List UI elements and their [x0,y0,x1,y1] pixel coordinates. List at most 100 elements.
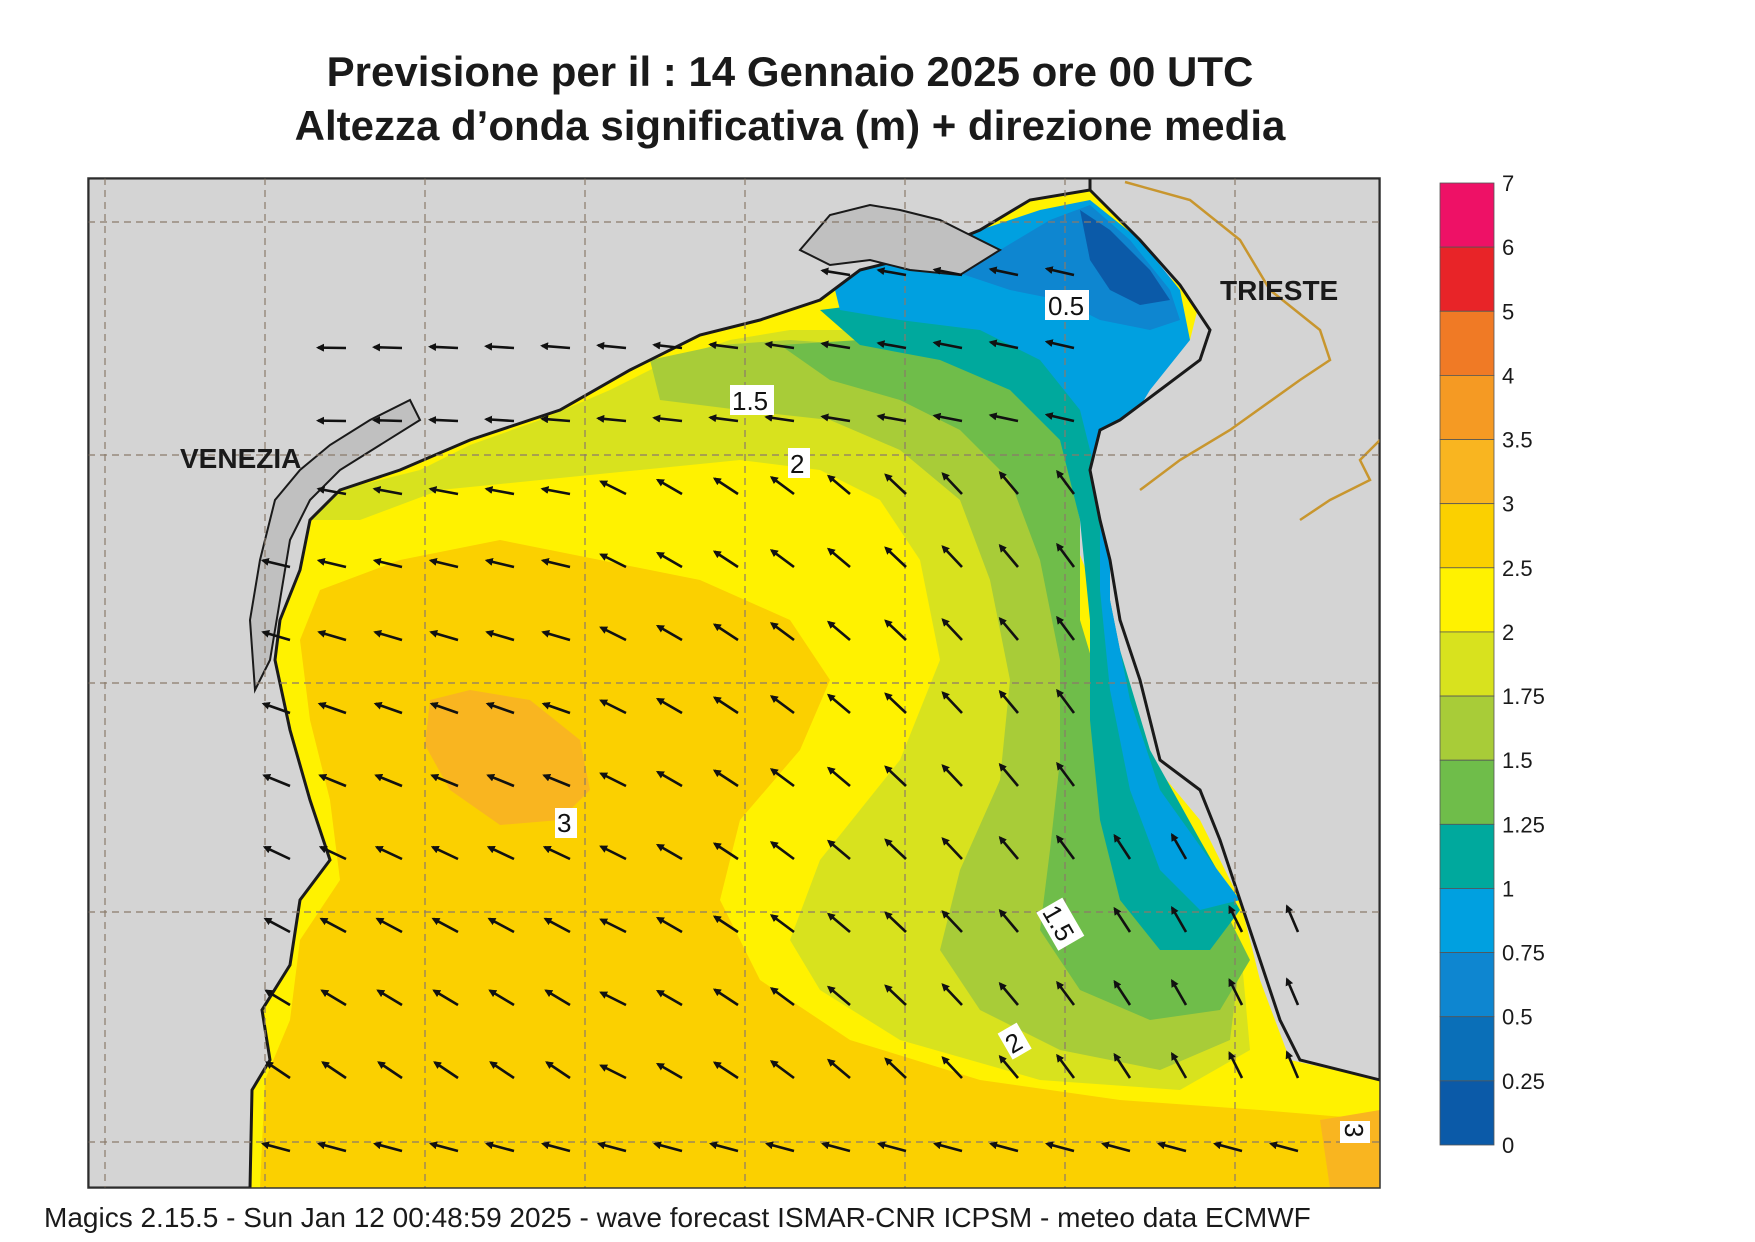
direction-arrow [541,629,571,642]
city-label-venezia: VENEZIA [180,443,301,474]
legend-swatch [1439,759,1495,825]
direction-arrow [1228,978,1244,1006]
legend-swatch [1439,823,1495,889]
direction-arrow [1044,412,1075,423]
direction-arrow [769,476,795,496]
direction-arrow [652,414,683,423]
direction-arrow [932,412,963,423]
legend-tick-label: 0.25 [1502,1069,1545,1094]
direction-arrow [769,549,795,569]
direction-arrow [821,1141,851,1153]
direction-arrow [1170,1051,1188,1079]
direction-arrow [484,415,515,424]
direction-arrow [1269,1141,1299,1153]
legend-tick-label: 6 [1502,235,1514,260]
direction-arrow [375,917,403,934]
direction-arrow [319,917,347,934]
direction-arrow [1044,339,1075,350]
direction-arrow [764,413,795,423]
map-frame [87,177,1381,1189]
direction-arrow [1056,469,1076,495]
direction-arrow [876,340,907,350]
direction-arrow [432,989,459,1007]
legend-swatch [1439,631,1495,697]
direction-arrow [316,557,347,569]
direction-arrow [484,486,515,496]
direction-arrow [877,1141,907,1153]
direction-arrow [712,550,739,569]
legend-swatch [1439,374,1495,440]
direction-arrow [318,773,347,788]
direction-arrow [932,266,963,277]
direction-arrow [1056,688,1076,714]
direction-arrow [1044,266,1075,277]
direction-arrow [540,557,571,569]
direction-arrow [599,991,627,1007]
contour-labels: 0.5 1.5 2 3 1.5 2 3 [555,290,1370,1143]
legend-swatch [1439,182,1495,248]
direction-arrow [428,557,459,569]
direction-arrow [260,557,291,569]
legend-swatch [1439,310,1495,376]
direction-arrow [712,915,739,934]
direction-arrow [261,629,291,642]
direction-arrow [988,266,1019,277]
direction-arrow [317,629,347,642]
direction-arrow [884,765,907,787]
direction-arrow [542,773,571,788]
direction-arrow [429,1141,459,1153]
direction-arrow [1056,542,1076,568]
direction-arrow [876,413,907,423]
direction-arrow [373,701,403,715]
direction-arrow [541,701,571,715]
contour-label-1p5: 1.5 [732,386,768,416]
lagoon-venice [248,398,422,694]
forecast-title: Previsione per il : 14 Gennaio 2025 ore … [326,48,1254,95]
direction-arrow [486,845,515,861]
direction-arrow [1170,905,1188,933]
direction-arrow [373,1141,403,1153]
direction-arrow [541,1141,571,1153]
direction-arrow [988,339,1019,350]
direction-arrow [596,414,627,423]
direction-arrow [712,842,739,861]
direction-arrow [827,912,851,933]
direction-arrow [428,342,459,351]
direction-arrow [941,983,963,1006]
direction-arrow [708,341,739,350]
direction-arrow [431,917,459,934]
legend-tick-label: 7 [1502,171,1514,196]
legend-tick-label: 3 [1502,492,1514,517]
direction-arrow [1285,977,1300,1006]
direction-arrow [599,845,627,861]
direction-arrow [1213,1141,1243,1153]
direction-arrow [428,415,459,424]
direction-arrow [320,989,347,1007]
direction-arrow [998,543,1019,568]
direction-arrow [998,762,1019,787]
direction-arrow [769,768,795,788]
direction-arrow [263,917,291,934]
direction-arrow [1113,979,1132,1006]
direction-arrow [941,764,963,787]
direction-arrow [655,916,683,934]
legend-tick-label: 5 [1502,299,1514,324]
direction-arrow [377,1061,403,1080]
direction-arrow [1056,615,1076,641]
direction-arrow [1157,1141,1187,1153]
direction-arrow [655,770,683,788]
direction-arrow [1045,1141,1075,1153]
direction-arrow [765,1141,795,1153]
direction-arrow [262,773,291,788]
direction-arrow [989,1141,1019,1153]
direction-arrow [998,981,1019,1006]
direction-arrow [429,701,459,715]
direction-arrow [655,551,683,569]
legend-swatch [1439,695,1495,761]
legend-tick-label: 0.75 [1502,941,1545,966]
direction-arrow [712,623,739,642]
forecast-subtitle: Altezza d’onda significativa (m) + direz… [294,102,1286,149]
contour-label-3-corner: 3 [1339,1123,1369,1137]
direction-arrow [820,267,851,277]
